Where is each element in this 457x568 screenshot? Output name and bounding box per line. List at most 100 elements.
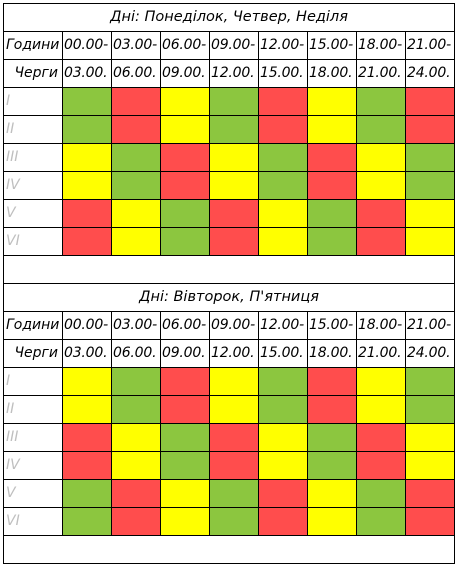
status-cell-red <box>160 367 210 396</box>
status-cell-red <box>404 507 456 536</box>
hour-start: 00.00- <box>62 31 112 60</box>
status-cell-green <box>404 367 456 396</box>
status-cell-green <box>62 115 112 144</box>
status-cell-yellow <box>404 227 456 256</box>
status-cell-yellow <box>160 87 210 116</box>
status-cell-green <box>209 479 259 508</box>
queue-row: III <box>3 423 456 452</box>
queue-row: III <box>3 143 456 172</box>
status-cell-yellow <box>111 423 161 452</box>
queue-group-label: VI <box>3 227 63 256</box>
schedule1-title-row: Дні: Понеділок, Четвер, Неділя <box>2 3 456 32</box>
status-cell-red <box>111 115 161 144</box>
hour-end: 03.00. <box>62 339 112 368</box>
queue-group-label: VI <box>3 507 63 536</box>
status-cell-red <box>209 227 259 256</box>
hour-start: 12.00- <box>258 31 308 60</box>
status-cell-red <box>111 479 161 508</box>
status-cell-yellow <box>209 395 259 424</box>
hour-start: 00.00- <box>62 311 112 340</box>
queue-row: V <box>3 479 456 508</box>
queue-row: I <box>3 367 456 396</box>
status-cell-red <box>404 479 456 508</box>
status-cell-red <box>258 507 308 536</box>
status-cell-green <box>356 115 406 144</box>
status-cell-red <box>62 227 112 256</box>
status-cell-yellow <box>111 451 161 480</box>
hour-start: 09.00- <box>209 31 259 60</box>
hour-end: 09.00. <box>160 339 210 368</box>
status-cell-green <box>160 199 210 228</box>
status-cell-yellow <box>356 395 406 424</box>
status-cell-yellow <box>111 227 161 256</box>
status-cell-yellow <box>356 367 406 396</box>
status-cell-green <box>160 227 210 256</box>
status-cell-red <box>160 143 210 172</box>
status-cell-red <box>160 171 210 200</box>
hour-end: 12.00. <box>209 59 259 88</box>
queue-row: I <box>3 87 456 116</box>
schedule1-hours-row: Години 00.00- 03.00- 06.00- 09.00- 12.00- 15.0… <box>3 31 456 60</box>
status-cell-green <box>209 115 259 144</box>
hour-start: 21.00- <box>404 311 456 340</box>
hour-end: 15.00. <box>258 59 308 88</box>
status-cell-red <box>111 507 161 536</box>
queue-group-label: III <box>3 143 63 172</box>
schedule-title: Дні: Вівторок, П'ятниця <box>2 283 456 312</box>
spacer-row <box>2 255 456 284</box>
status-cell-yellow <box>62 395 112 424</box>
schedule2-title-row: Дні: Вівторок, П'ятниця <box>2 283 456 312</box>
schedule-sheet: Дні: Понеділок, Четвер, Неділя Години 00.0… <box>2 3 456 564</box>
hour-start: 06.00- <box>160 311 210 340</box>
hour-start: 18.00- <box>356 311 406 340</box>
status-cell-yellow <box>307 87 357 116</box>
status-cell-green <box>62 87 112 116</box>
hour-end: 18.00. <box>307 339 357 368</box>
status-cell-green <box>209 87 259 116</box>
status-cell-red <box>258 479 308 508</box>
status-cell-red <box>404 87 456 116</box>
queue-row: V <box>3 199 456 228</box>
status-cell-yellow <box>111 199 161 228</box>
queue-row: IV <box>3 171 456 200</box>
status-cell-red <box>209 423 259 452</box>
status-cell-red <box>356 199 406 228</box>
status-cell-green <box>356 507 406 536</box>
status-cell-yellow <box>404 199 456 228</box>
hour-end: 03.00. <box>62 59 112 88</box>
status-cell-yellow <box>209 367 259 396</box>
status-cell-red <box>160 395 210 424</box>
hour-start: 06.00- <box>160 31 210 60</box>
status-cell-yellow <box>307 479 357 508</box>
status-cell-green <box>160 423 210 452</box>
status-cell-green <box>111 143 161 172</box>
queue-group-label: II <box>3 395 63 424</box>
status-cell-yellow <box>258 423 308 452</box>
hour-start: 03.00- <box>111 31 161 60</box>
queue-group-label: I <box>3 87 63 116</box>
status-cell-green <box>404 171 456 200</box>
status-cell-yellow <box>160 115 210 144</box>
queue-row: II <box>3 395 456 424</box>
hour-end: 18.00. <box>307 59 357 88</box>
status-cell-yellow <box>62 143 112 172</box>
hour-end: 24.00. <box>404 339 456 368</box>
hours-label: Години <box>3 31 63 60</box>
hour-end: 12.00. <box>209 339 259 368</box>
status-cell-red <box>62 199 112 228</box>
status-cell-yellow <box>160 479 210 508</box>
empty-row <box>2 255 456 284</box>
outage-schedule-table: Дні: Понеділок, Четвер, Неділя Години 00.0… <box>2 3 456 564</box>
status-cell-green <box>258 395 308 424</box>
hour-start: 15.00- <box>307 311 357 340</box>
status-cell-red <box>258 87 308 116</box>
status-cell-red <box>404 115 456 144</box>
queues-label: Черги <box>3 59 63 88</box>
status-cell-yellow <box>258 227 308 256</box>
status-cell-green <box>356 479 406 508</box>
status-cell-green <box>62 507 112 536</box>
schedule2-hours-row: Години 00.00- 03.00- 06.00- 09.00- 12.00- 15.0… <box>3 311 456 340</box>
hour-start: 09.00- <box>209 311 259 340</box>
schedule2-queues-row: Черги 03.00. 06.00. 09.00. 12.00. 15.00. 18.00… <box>3 339 456 368</box>
status-cell-red <box>209 451 259 480</box>
